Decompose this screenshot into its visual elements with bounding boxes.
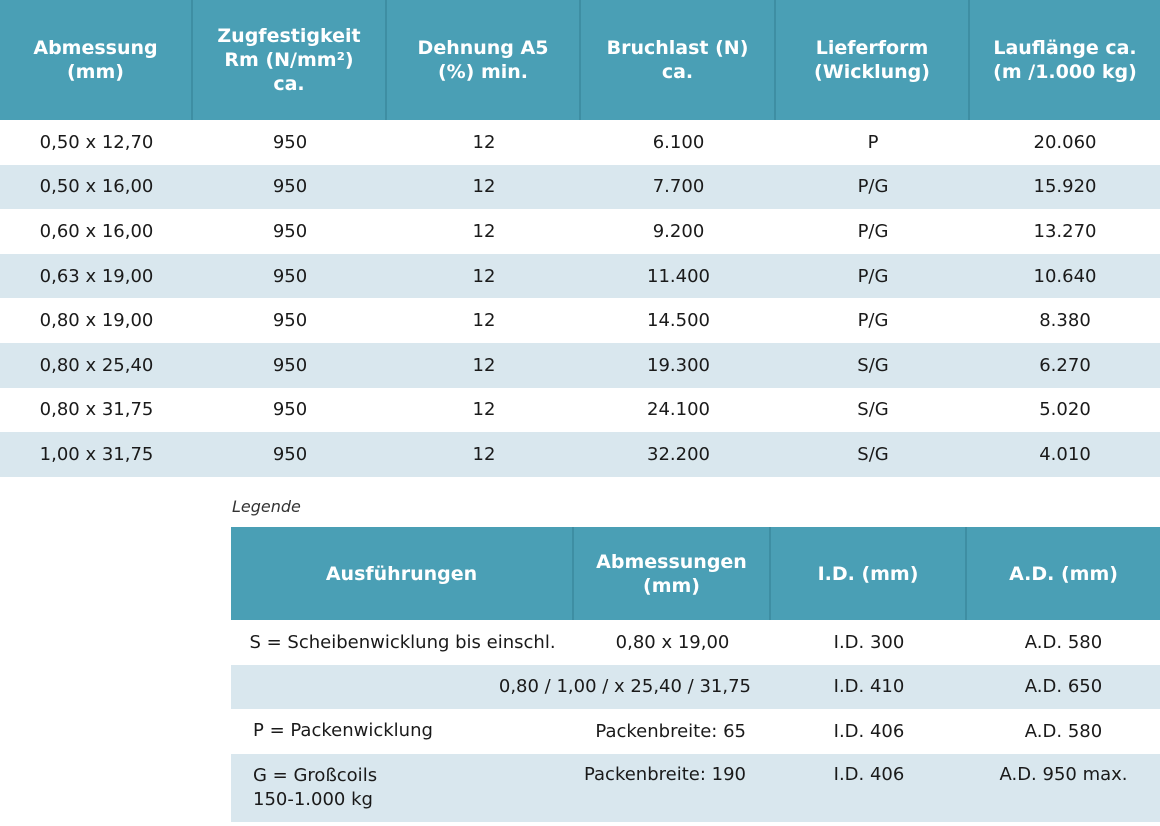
cell-ausfuehrung: G = Großcoils 150-1.000 kg xyxy=(253,764,378,810)
cell-dehnung: 12 xyxy=(472,443,496,465)
legend-table: Ausführungen Abmessungen (mm) I.D. (mm) … xyxy=(231,527,1160,822)
cell-bruchlast: 32.200 xyxy=(647,443,710,465)
col-header-ad: A.D. (mm) xyxy=(1009,562,1118,585)
cell-dehnung: 12 xyxy=(472,310,496,332)
cell-abmessung: 0,60 x 16,00 xyxy=(39,220,154,242)
cell-lauflaenge: 13.270 xyxy=(1033,220,1097,242)
cell-ad: A.D. 580 xyxy=(1024,720,1103,742)
cell-ad: A.D. 950 max. xyxy=(999,763,1128,785)
cell-lauflaenge: 15.920 xyxy=(1033,176,1097,198)
table-row: 1,00 x 31,75 950 12 32.200 S/G 4.010 xyxy=(0,432,1160,477)
cell-bruchlast: 6.100 xyxy=(652,131,705,153)
cell-zugfestigkeit: 950 xyxy=(272,176,308,198)
legend-row: G = Großcoils 150-1.000 kg Packenbreite:… xyxy=(231,753,1160,822)
cell-abmessung: 0,50 x 12,70 xyxy=(39,131,154,153)
cell-lauflaenge: 6.270 xyxy=(1039,354,1091,376)
table-row: 0,80 x 19,00 950 12 14.500 P/G 8.380 xyxy=(0,298,1160,343)
col-header-lieferform: Lieferform (Wicklung) xyxy=(776,0,970,120)
cell-bruchlast: 14.500 xyxy=(647,310,710,332)
cell-lieferform: P/G xyxy=(857,176,889,198)
cell-lieferform: S/G xyxy=(857,443,889,465)
cell-abmessungen: 0,80 / 1,00 / x 25,40 / 31,75 xyxy=(498,676,751,698)
cell-bruchlast: 11.400 xyxy=(647,265,710,287)
legend-title: Legende xyxy=(232,497,301,516)
cell-abmessungen: 0,80 x 19,00 xyxy=(615,631,730,653)
cell-lauflaenge: 20.060 xyxy=(1033,131,1097,153)
cell-zugfestigkeit: 950 xyxy=(272,399,308,421)
cell-abmessungen: Packenbreite: 65 xyxy=(595,720,746,742)
table-row: 0,50 x 16,00 950 12 7.700 P/G 15.920 xyxy=(0,164,1160,210)
cell-id: I.D. 300 xyxy=(833,631,905,653)
cell-dehnung: 12 xyxy=(472,399,496,421)
cell-dehnung: 12 xyxy=(472,176,496,198)
cell-lieferform: P/G xyxy=(857,310,889,332)
legend-row: S = Scheibenwicklung bis einschl. 0,80 x… xyxy=(231,620,1160,665)
cell-abmessungen: Packenbreite: 190 xyxy=(583,763,746,785)
col-header-abmessung: Abmessung (mm) xyxy=(0,0,193,120)
cell-abmessung: 0,80 x 19,00 xyxy=(39,310,154,332)
cell-bruchlast: 7.700 xyxy=(652,176,705,198)
col-header-bruchlast: Bruchlast (N) ca. xyxy=(581,0,776,120)
specs-table: Abmessung (mm) Zugfestigkeit Rm (N/mm²) … xyxy=(0,0,1160,477)
col-header-dehnung: Dehnung A5 (%) min. xyxy=(387,0,581,120)
legend-row: P = Packenwicklung Packenbreite: 65 I.D.… xyxy=(231,709,1160,754)
cell-lauflaenge: 5.020 xyxy=(1039,399,1091,421)
cell-zugfestigkeit: 950 xyxy=(272,354,308,376)
col-header-ausfuehrungen: Ausführungen xyxy=(231,527,574,620)
cell-zugfestigkeit: 950 xyxy=(272,310,308,332)
cell-ausfuehrung: P = Packenwicklung xyxy=(253,720,433,742)
cell-lauflaenge: 4.010 xyxy=(1039,443,1091,465)
cell-lauflaenge: 10.640 xyxy=(1033,265,1097,287)
table-row: 0,80 x 25,40 950 12 19.300 S/G 6.270 xyxy=(0,342,1160,388)
cell-lieferform: S/G xyxy=(857,399,889,421)
table-row: 0,63 x 19,00 950 12 11.400 P/G 10.640 xyxy=(0,253,1160,299)
cell-abmessung: 0,80 x 31,75 xyxy=(39,399,154,421)
cell-dehnung: 12 xyxy=(472,131,496,153)
cell-lieferform: P/G xyxy=(857,265,889,287)
cell-id: I.D. 406 xyxy=(833,763,905,785)
col-header-lauflaenge: Lauflänge ca. (m /1.000 kg) xyxy=(993,37,1137,83)
cell-abmessung: 0,80 x 25,40 xyxy=(39,354,154,376)
cell-zugfestigkeit: 950 xyxy=(272,220,308,242)
legend-row: 0,80 / 1,00 / x 25,40 / 31,75 I.D. 410 A… xyxy=(231,664,1160,709)
cell-dehnung: 12 xyxy=(472,220,496,242)
table-row: 0,50 x 12,70 950 12 6.100 P 20.060 xyxy=(0,120,1160,165)
col-header-id: I.D. (mm) xyxy=(771,527,967,620)
cell-zugfestigkeit: 950 xyxy=(272,443,308,465)
cell-bruchlast: 24.100 xyxy=(647,399,710,421)
cell-ad: A.D. 580 xyxy=(1024,631,1103,653)
col-header-abmessungen: Abmessungen (mm) xyxy=(574,527,771,620)
specs-table-header: Abmessung (mm) Zugfestigkeit Rm (N/mm²) … xyxy=(0,0,1160,120)
cell-abmessung: 0,50 x 16,00 xyxy=(39,176,154,198)
cell-abmessung: 1,00 x 31,75 xyxy=(39,443,154,465)
cell-abmessung: 0,63 x 19,00 xyxy=(39,265,154,287)
cell-id: I.D. 406 xyxy=(833,720,905,742)
cell-dehnung: 12 xyxy=(472,354,496,376)
cell-bruchlast: 9.200 xyxy=(652,220,705,242)
cell-zugfestigkeit: 950 xyxy=(272,265,308,287)
table-row: 0,60 x 16,00 950 12 9.200 P/G 13.270 xyxy=(0,209,1160,254)
cell-lieferform: P/G xyxy=(857,220,889,242)
col-header-zugfestigkeit: Zugfestigkeit Rm (N/mm²) ca. xyxy=(193,0,387,120)
legend-table-header: Ausführungen Abmessungen (mm) I.D. (mm) … xyxy=(231,527,1160,620)
cell-lieferform: S/G xyxy=(857,354,889,376)
table-row: 0,80 x 31,75 950 12 24.100 S/G 5.020 xyxy=(0,388,1160,433)
cell-bruchlast: 19.300 xyxy=(647,354,710,376)
cell-ad: A.D. 650 xyxy=(1024,676,1103,698)
cell-id: I.D. 410 xyxy=(833,676,905,698)
cell-zugfestigkeit: 950 xyxy=(272,131,308,153)
cell-dehnung: 12 xyxy=(472,265,496,287)
cell-lieferform: P xyxy=(867,131,879,153)
cell-ausfuehrung: S = Scheibenwicklung bis einschl. xyxy=(249,631,556,653)
cell-lauflaenge: 8.380 xyxy=(1039,310,1091,332)
